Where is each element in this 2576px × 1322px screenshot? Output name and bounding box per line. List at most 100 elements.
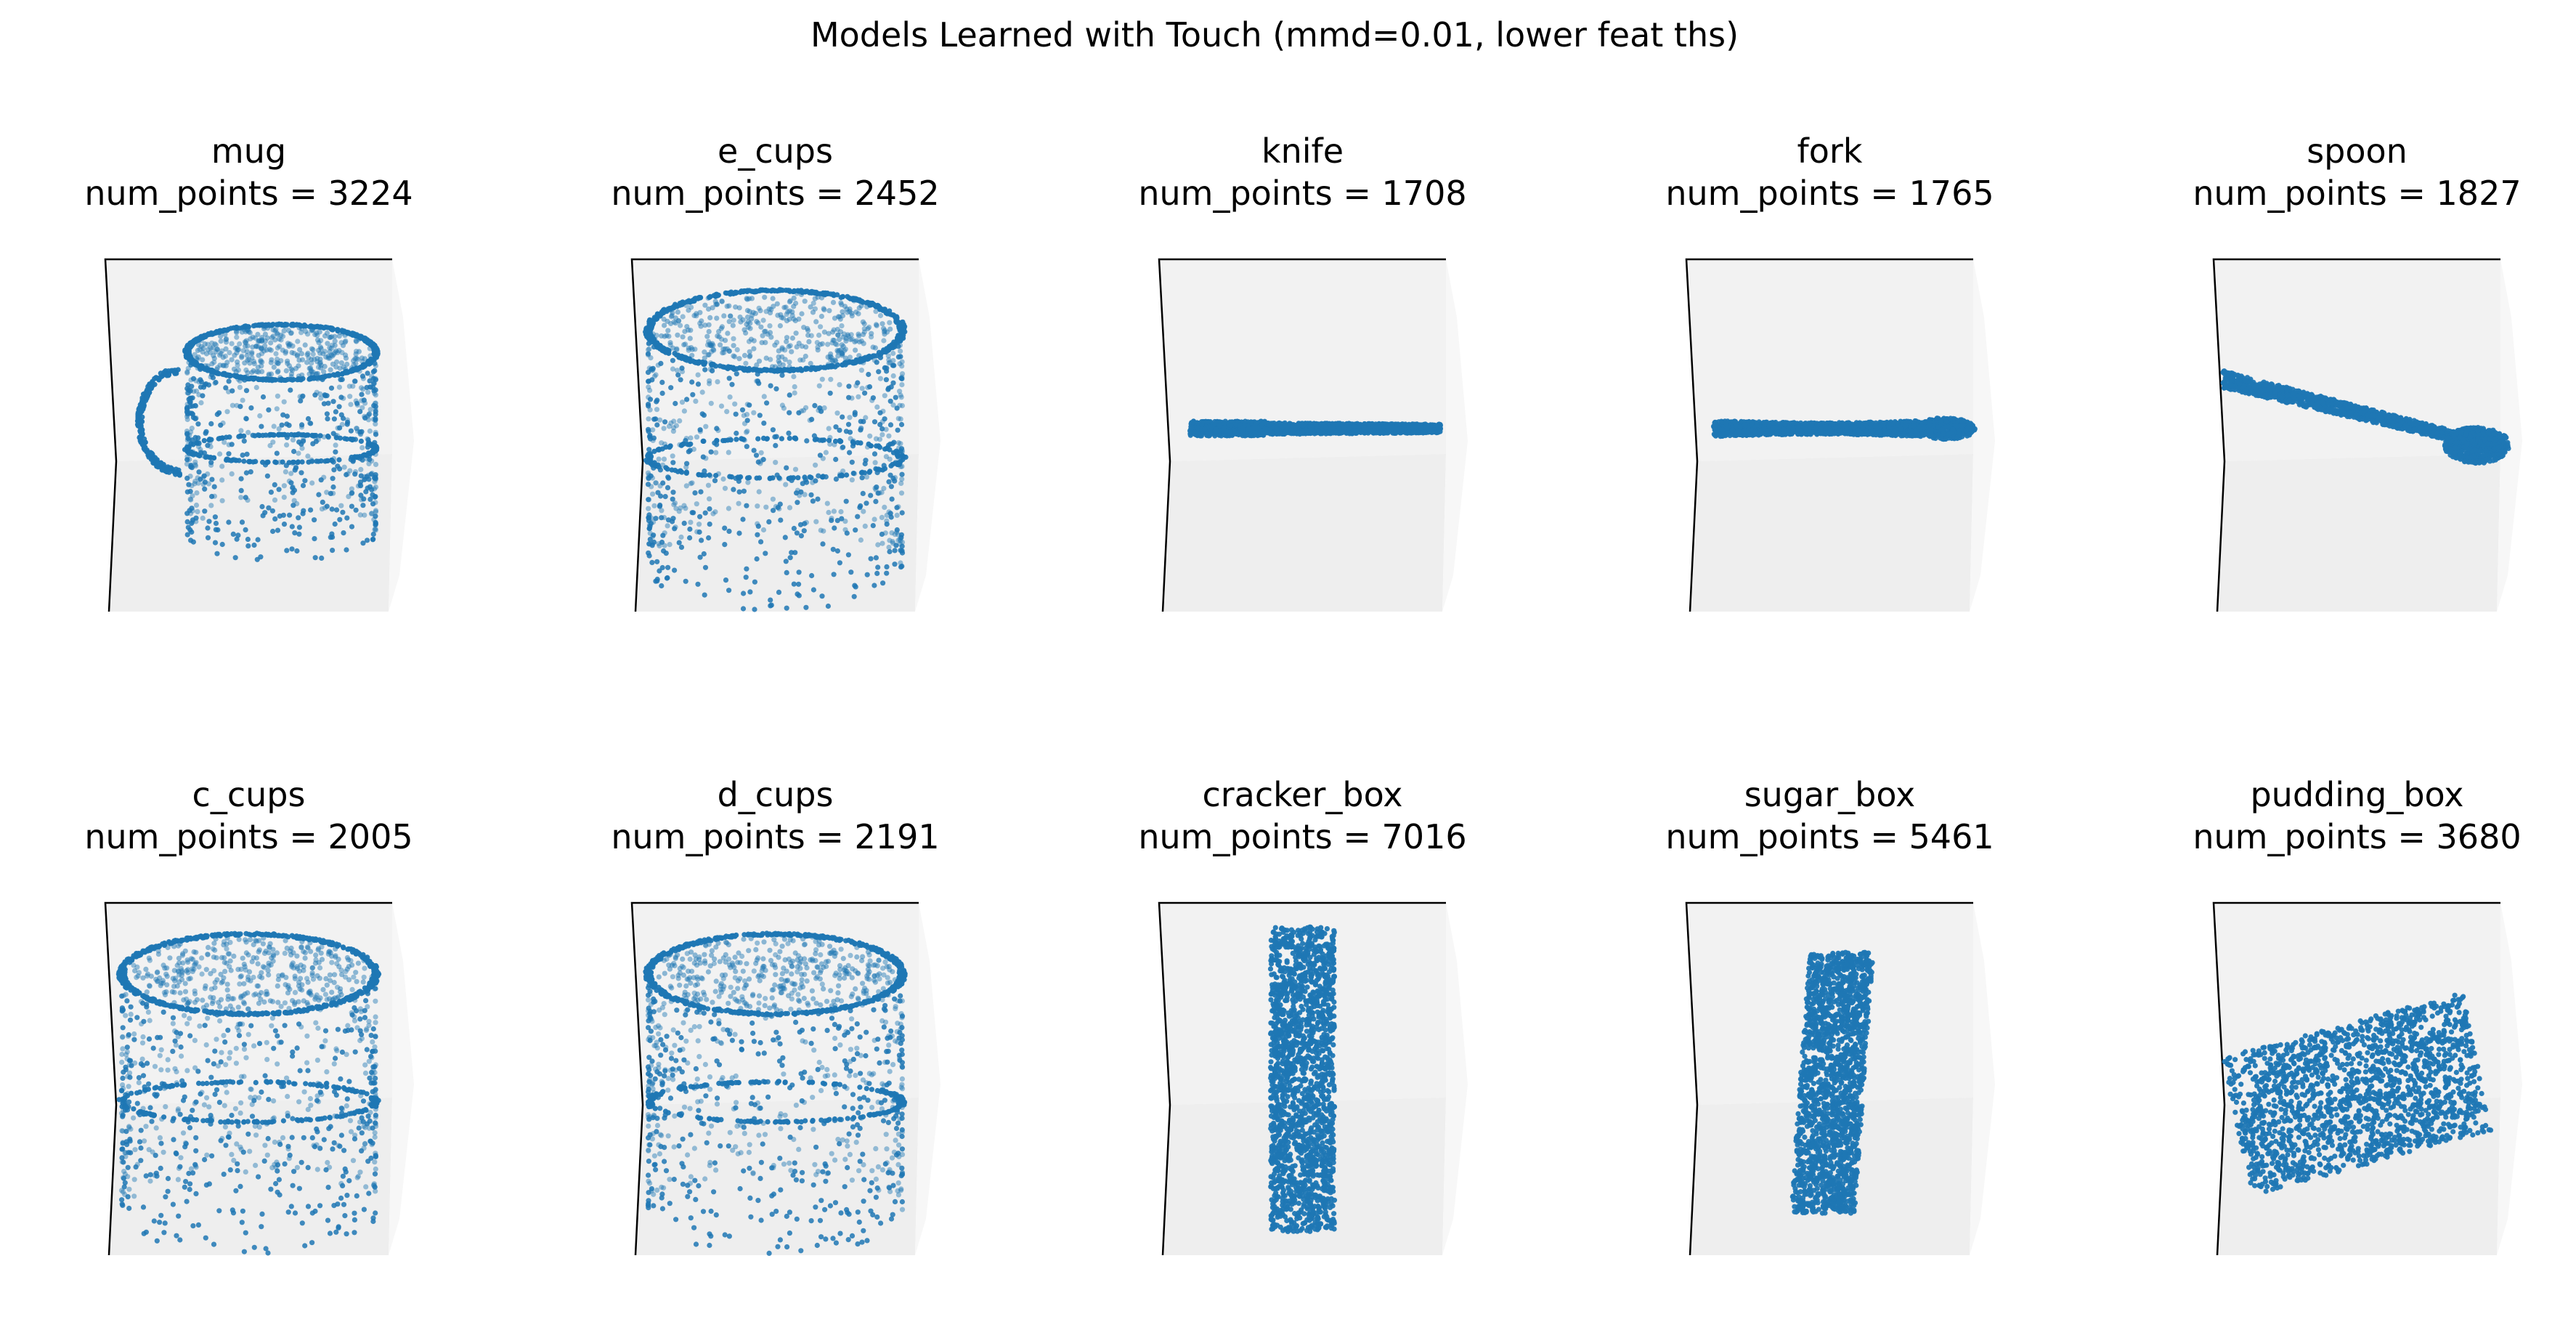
data-point (898, 538, 903, 543)
data-point (838, 439, 843, 444)
data-point (288, 388, 293, 393)
data-point (202, 487, 207, 492)
data-point (309, 480, 314, 485)
data-point (648, 531, 653, 536)
data-point (226, 519, 231, 524)
data-point (722, 526, 727, 531)
data-point (310, 327, 315, 332)
data-point (808, 492, 813, 498)
data-point (899, 382, 904, 387)
subplot-subtitle: num_points = 3224 (84, 174, 413, 213)
data-point (191, 451, 196, 456)
data-point (736, 474, 741, 479)
data-point (369, 357, 374, 362)
data-point (898, 481, 903, 486)
data-point (686, 449, 691, 454)
data-point (877, 490, 882, 495)
data-point (702, 551, 707, 556)
data-point (662, 426, 667, 431)
data-point (224, 409, 229, 414)
data-point (670, 358, 675, 363)
data-point (743, 361, 748, 366)
data-point (709, 450, 714, 455)
data-point (233, 458, 238, 463)
data-point (229, 442, 235, 447)
data-point (352, 471, 357, 477)
data-point (880, 467, 885, 472)
data-point (194, 389, 199, 394)
data-point (188, 538, 193, 543)
data-point (298, 323, 304, 328)
data-point (283, 469, 288, 474)
data-point (684, 358, 689, 363)
data-point (237, 325, 242, 330)
data-point (325, 411, 330, 416)
data-point (296, 357, 301, 362)
data-point (227, 378, 232, 384)
data-point (217, 352, 222, 357)
data-point (741, 289, 746, 294)
data-point (150, 384, 155, 389)
data-point (861, 419, 866, 424)
data-point (890, 540, 895, 546)
data-point (292, 432, 297, 437)
data-point (260, 460, 265, 465)
data-point (834, 342, 840, 347)
data-point (696, 472, 701, 477)
data-point (188, 511, 193, 516)
data-point (826, 426, 832, 431)
data-point (682, 521, 687, 526)
data-point (333, 442, 338, 447)
data-point (251, 433, 256, 438)
data-point (726, 364, 731, 369)
data-point (706, 535, 711, 540)
data-point (140, 400, 145, 405)
data-point (353, 437, 358, 442)
data-point (231, 325, 236, 330)
data-point (372, 527, 377, 532)
data-point (256, 432, 261, 437)
data-point (802, 528, 807, 533)
data-point (864, 300, 869, 305)
data-point (899, 376, 904, 381)
data-point (362, 415, 367, 421)
data-point (789, 550, 794, 555)
data-point (666, 476, 671, 481)
data-point (367, 411, 372, 416)
data-point (266, 407, 271, 413)
data-point (878, 313, 883, 318)
data-point (899, 472, 904, 477)
data-point (698, 490, 703, 495)
data-point (226, 451, 231, 456)
data-point (860, 475, 865, 480)
data-point (676, 318, 681, 323)
data-point (737, 365, 742, 370)
data-point (345, 418, 350, 423)
subplot-title: mug (211, 131, 286, 171)
data-point (784, 606, 789, 611)
data-point (662, 530, 667, 535)
data-point (783, 482, 788, 487)
data-point (655, 577, 660, 582)
data-point (220, 436, 225, 441)
data-point (278, 333, 283, 338)
data-point (869, 556, 874, 561)
data-point (759, 450, 764, 455)
data-point (198, 400, 203, 405)
data-point (353, 333, 358, 338)
data-point (757, 489, 762, 494)
data-point (755, 532, 760, 538)
data-point (837, 473, 842, 478)
data-point (757, 368, 762, 373)
data-point (751, 410, 756, 415)
data-point (707, 323, 712, 328)
data-point (331, 399, 336, 404)
data-point (316, 365, 321, 370)
data-point (679, 354, 684, 359)
data-point (646, 482, 651, 487)
data-point (784, 335, 789, 340)
data-point (259, 345, 264, 350)
data-point (707, 294, 712, 299)
data-point (724, 409, 729, 414)
data-point (649, 336, 654, 341)
